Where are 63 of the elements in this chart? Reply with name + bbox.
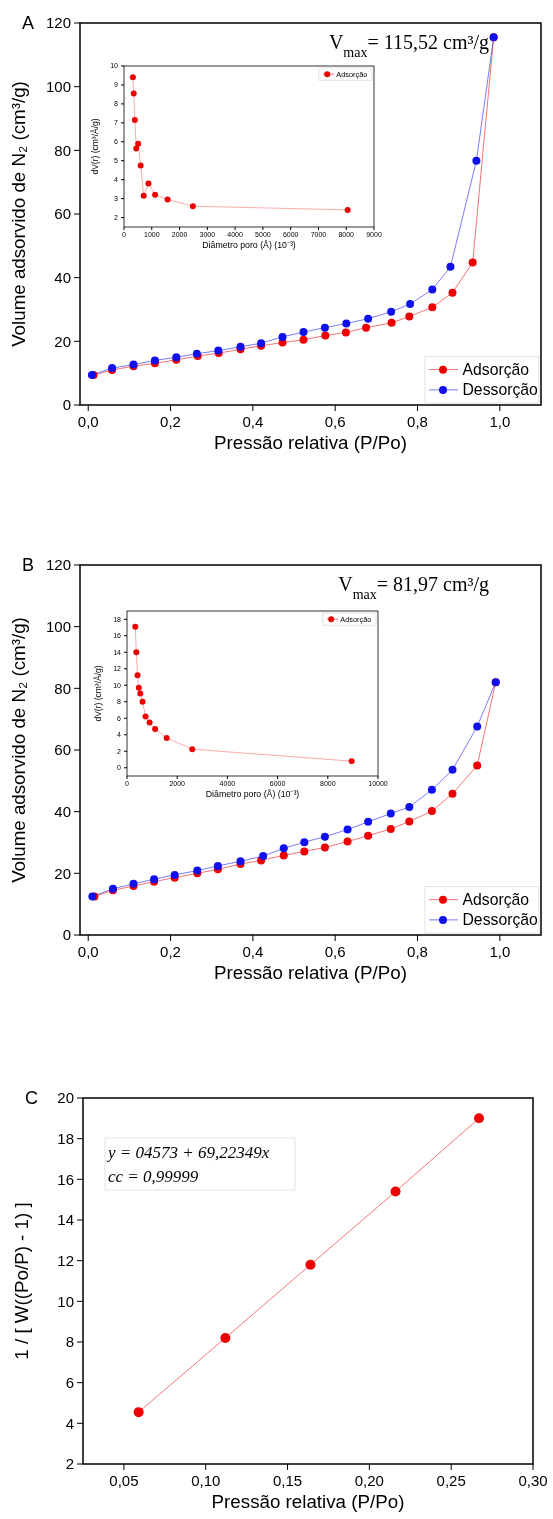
x-tick-label: 0,4	[242, 942, 264, 960]
x-axis-title: Diâmetro poro (Å) (10⁻³)	[202, 239, 296, 250]
y-tick-label: 60	[54, 205, 71, 223]
x-tick-label: 0,4	[242, 412, 264, 430]
legend-label: Dessorção	[462, 381, 539, 399]
x-tick-label: 0,8	[407, 412, 428, 430]
y-axis-title: Volume adsorvido de N₂ (cm³/g)	[8, 81, 29, 347]
x-tick-label: 0,20	[354, 1471, 384, 1489]
x-axis-title: Pressão relativa (P/Po)	[214, 961, 407, 983]
y-tick-label: 120	[45, 14, 71, 32]
chart-title: B	[22, 555, 35, 575]
annotation: V$_{max}$= 81,97 cm³/g	[338, 573, 489, 602]
legend-label: Adsorção	[462, 361, 530, 379]
x-tick-label: 0,6	[324, 942, 346, 960]
y-tick-label: 4	[65, 1414, 74, 1432]
x-tick-label: 0,30	[518, 1471, 548, 1489]
chart-title: C	[25, 1088, 38, 1108]
y-tick-label: 8	[65, 1333, 74, 1351]
y-tick-label: 20	[57, 1089, 74, 1107]
y-tick-label: 80	[54, 141, 71, 159]
x-tick-label: 0,2	[160, 942, 181, 960]
annotation: V$_{max}$= 115,52 cm³/g	[328, 31, 489, 60]
annotation: y = 04573 + 69,22349x	[106, 1143, 270, 1162]
y-tick-label: 10	[57, 1292, 74, 1310]
y-tick-label: 6	[65, 1373, 74, 1391]
x-tick-label: 0,10	[191, 1471, 221, 1489]
y-tick-label: 18	[57, 1129, 74, 1147]
y-tick-label: 80	[54, 679, 71, 697]
y-axis-title: Volume adsorvido de N₂ (cm³/g)	[8, 617, 29, 883]
y-tick-label: 2	[65, 1455, 74, 1473]
y-tick-label: 100	[45, 77, 71, 95]
y-tick-label: 20	[54, 332, 71, 350]
y-tick-label: 16	[57, 1170, 74, 1188]
annotation: cc = 0,99999	[108, 1167, 199, 1186]
x-tick-label: 0,25	[436, 1471, 466, 1489]
x-tick-label: 0,8	[407, 942, 428, 960]
x-tick-label: 1,0	[489, 942, 511, 960]
y-axis-title: dV(r) (cm³/Å/g)	[93, 665, 103, 722]
y-tick-label: 120	[45, 556, 71, 574]
y-tick-label: 14	[57, 1211, 74, 1229]
y-axis-title: 1 / [ W((Po/P) - 1) ]	[11, 1202, 32, 1360]
y-tick-label: 40	[54, 268, 71, 286]
x-tick-label: 1,0	[489, 412, 511, 430]
y-tick-label: 0	[62, 926, 71, 944]
y-tick-label: 60	[54, 741, 71, 759]
x-axis-title: Pressão relativa (P/Po)	[214, 431, 407, 453]
y-tick-label: 12	[57, 1251, 74, 1269]
y-tick-label: 100	[45, 617, 71, 635]
x-tick-label: 0,0	[77, 942, 99, 960]
x-tick-label: 0,2	[160, 412, 181, 430]
x-tick-label: 0,6	[324, 412, 346, 430]
chart-title: A	[22, 13, 35, 33]
x-tick-label: 0,0	[77, 412, 99, 430]
x-axis-title: Diâmetro poro (Å) (10⁻³)	[205, 788, 300, 799]
legend-label: Adsorção	[462, 891, 530, 909]
x-tick-label: 0,05	[109, 1471, 139, 1489]
x-tick-label: 0,15	[272, 1471, 303, 1489]
y-tick-label: 0	[62, 396, 71, 414]
y-tick-label: 40	[54, 802, 71, 820]
x-axis-title: Pressão relativa (P/Po)	[211, 1490, 405, 1512]
legend-label: Dessorção	[462, 911, 539, 929]
y-axis-title: dV(r) (cm³/Å/g)	[90, 118, 100, 175]
y-tick-label: 20	[54, 864, 71, 882]
